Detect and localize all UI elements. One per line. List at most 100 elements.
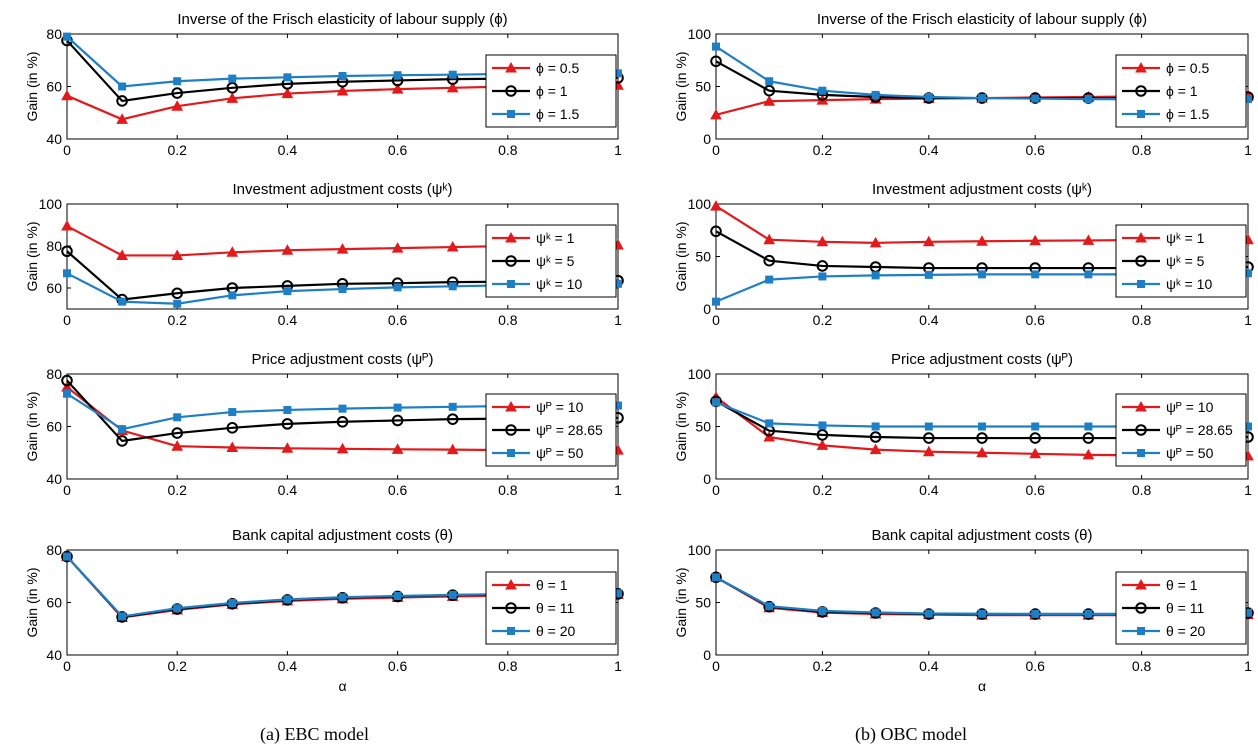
data-point [978,94,986,103]
data-point [976,235,988,246]
y-tick-label: 50 [695,419,711,435]
x-tick-label: 0.8 [1132,482,1152,498]
data-point [446,413,459,425]
x-tick-label: 0.2 [167,482,187,498]
data-point [226,92,239,103]
series-line [66,392,619,431]
series-3 [63,32,622,91]
data-point [924,422,933,431]
panel-title: Investment adjustment costs (ψᵏ) [872,181,1092,198]
data-point [226,441,239,452]
y-tick-label: 80 [46,26,62,42]
data-point [393,403,402,412]
data-point [871,608,880,617]
data-point [336,243,349,254]
data-point [173,413,182,422]
y-tick-label: 100 [688,196,712,212]
x-tick-label: 1 [614,142,622,158]
legend-marker [1137,110,1145,118]
data-point [116,435,128,447]
data-point [1031,422,1040,431]
x-tick-label: 0 [712,142,720,158]
data-point [1031,94,1040,103]
data-point [763,84,776,97]
data-point [1244,95,1252,104]
data-point [391,414,404,427]
data-point [1244,608,1252,617]
legend-entry: ψᵏ = 1 [536,230,575,246]
data-point [712,573,720,582]
y-tick-label: 50 [695,595,711,611]
data-point [173,604,182,613]
legend-marker [507,627,515,635]
legend: ψᵏ = 1 ψᵏ = 5 ψᵏ = 10 [1115,224,1247,298]
data-point [818,606,827,615]
x-tick-label: 0.2 [813,658,833,674]
data-point [63,389,71,398]
x-tick-label: 1 [614,312,622,328]
data-point [283,287,292,296]
y-axis-label: Gain (in %) [673,567,689,637]
data-point [712,42,720,51]
data-point [1084,609,1093,618]
x-tick-label: 0 [63,482,71,498]
legend-entry: ψᴾ = 28.65 [1166,422,1233,438]
legend-entry: ϕ = 0.5 [536,60,579,76]
data-point [978,422,986,431]
legend-marker [1135,85,1147,97]
x-tick-label: 0.2 [167,142,187,158]
y-tick-label: 50 [695,249,711,265]
panel-title: Inverse of the Frisch elasticity of labo… [817,11,1147,28]
y-tick-label: 0 [703,471,711,487]
legend-marker [505,424,517,436]
x-tick-label: 0.8 [1132,312,1152,328]
legend-entry: ψᴾ = 10 [1166,399,1214,415]
y-tick-label: 60 [46,280,62,296]
data-point [226,422,239,434]
x-tick-label: 0 [63,312,71,328]
series-line [715,272,1249,303]
data-point [818,421,827,430]
x-tick-label: 0.6 [388,482,408,498]
series-line [715,396,1249,457]
y-tick-label: 100 [688,542,712,558]
data-point [1084,270,1093,279]
legend: θ = 1 θ = 11 θ = 20 [485,571,617,645]
data-point [710,55,722,68]
data-point [869,443,882,455]
legend: ψᵏ = 1 ψᵏ = 5 ψᵏ = 10 [485,224,617,298]
data-point [765,419,774,428]
legend-marker [1137,449,1145,457]
series-line [66,35,619,88]
series-line [715,230,1249,270]
legend: θ = 1 θ = 11 θ = 20 [1115,571,1247,645]
x-tick-label: 0.4 [278,142,298,158]
panel-title: Bank capital adjustment costs (θ) [872,527,1093,544]
data-point [283,73,292,82]
panel-a4: Bank capital adjustment costs (θ) 0 0.2 0.4… [24,527,624,694]
data-point [924,609,933,618]
x-tick-label: 0.6 [1025,142,1045,158]
legend-marker [507,280,515,288]
legend-entry: ϕ = 1.5 [1166,106,1209,122]
data-point [614,401,622,410]
data-point [118,297,127,306]
data-point [448,590,457,599]
legend-entry: ϕ = 1 [536,83,568,99]
panel-b2: Investment adjustment costs (ψᵏ) 0 0.2 0.4 0… [673,181,1254,328]
data-point [173,299,182,308]
y-tick-label: 60 [46,79,62,95]
series-line [66,272,619,305]
legend-marker [1137,627,1145,635]
data-point [448,282,457,291]
panels-group: Inverse of the Frisch elasticity of labo… [24,11,1254,694]
x-tick-label: 0.6 [388,658,408,674]
x-tick-label: 0.8 [498,142,518,158]
data-point [63,552,71,561]
panel-a3: Price adjustment costs (ψᴾ) 0 0.2 0.4 0.6 0.8… [24,351,624,498]
data-point [393,283,402,292]
data-point [116,95,128,107]
data-point [712,398,720,407]
data-point [336,415,349,428]
x-tick-label: 0.2 [167,658,187,674]
